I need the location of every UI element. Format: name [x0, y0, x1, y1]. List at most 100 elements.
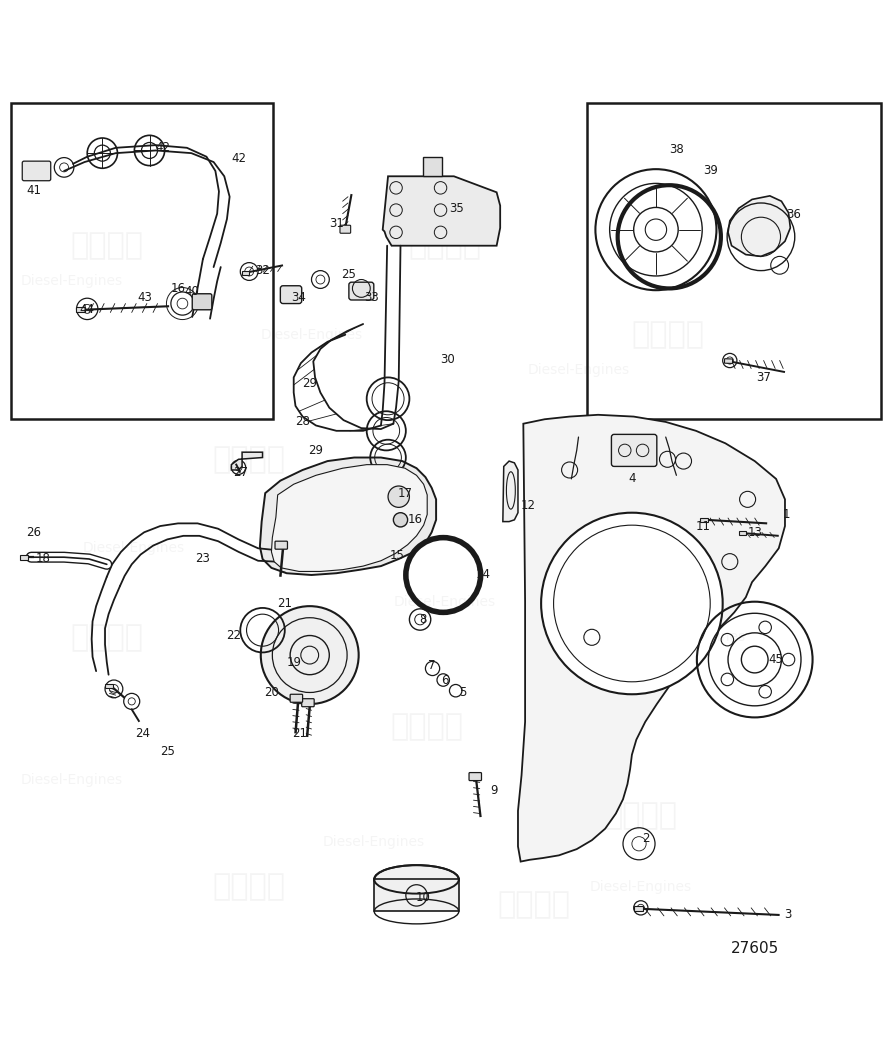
Bar — [374, 880, 459, 911]
Text: 紫发动力: 紫发动力 — [391, 712, 464, 741]
FancyBboxPatch shape — [349, 282, 374, 300]
Text: 紫发动力: 紫发动力 — [213, 445, 286, 474]
Text: 15: 15 — [390, 549, 404, 562]
Text: Diesel-Engines: Diesel-Engines — [323, 835, 425, 849]
FancyBboxPatch shape — [302, 699, 314, 707]
Text: 24: 24 — [135, 727, 150, 740]
Text: 9: 9 — [490, 784, 498, 797]
Text: 39: 39 — [703, 163, 717, 176]
Circle shape — [388, 486, 409, 507]
Text: 4: 4 — [628, 472, 635, 485]
Text: 紫发动力: 紫发动力 — [604, 801, 677, 830]
FancyBboxPatch shape — [340, 225, 351, 233]
FancyBboxPatch shape — [22, 161, 51, 180]
FancyBboxPatch shape — [280, 285, 302, 303]
Text: 7: 7 — [428, 659, 435, 673]
Text: 紫发动力: 紫发动力 — [542, 499, 615, 527]
Polygon shape — [231, 452, 263, 470]
Bar — [634, 906, 643, 910]
Text: 29: 29 — [309, 443, 323, 457]
Text: Diesel-Engines: Diesel-Engines — [590, 880, 692, 893]
Text: 3: 3 — [784, 908, 791, 922]
Text: 6: 6 — [441, 674, 449, 686]
Polygon shape — [503, 462, 518, 522]
Text: 32: 32 — [255, 264, 270, 277]
Circle shape — [261, 606, 359, 705]
Bar — [724, 359, 732, 364]
Text: 42: 42 — [231, 152, 246, 164]
Polygon shape — [383, 176, 500, 246]
Circle shape — [541, 512, 723, 694]
Bar — [105, 683, 113, 688]
Text: 25: 25 — [342, 267, 356, 281]
Text: 23: 23 — [196, 553, 210, 566]
Text: Diesel-Engines: Diesel-Engines — [394, 595, 496, 609]
Text: 22: 22 — [226, 629, 240, 642]
Text: 30: 30 — [441, 353, 455, 366]
Text: 41: 41 — [27, 184, 41, 197]
Bar — [423, 157, 442, 176]
Text: 21: 21 — [293, 727, 307, 740]
Text: 34: 34 — [291, 291, 305, 303]
Bar — [20, 555, 28, 560]
Text: 21: 21 — [278, 597, 292, 610]
Text: 8: 8 — [419, 613, 426, 626]
Text: 31: 31 — [329, 216, 344, 230]
Ellipse shape — [375, 865, 459, 893]
Bar — [739, 532, 746, 535]
Text: 37: 37 — [756, 371, 771, 384]
Text: 25: 25 — [160, 745, 174, 758]
Text: 29: 29 — [303, 377, 317, 390]
Text: 紫发动力: 紫发动力 — [213, 872, 286, 901]
Text: 紫发动力: 紫发动力 — [409, 231, 481, 260]
Text: 28: 28 — [295, 416, 310, 429]
Text: 13: 13 — [748, 526, 762, 539]
Bar — [587, 103, 881, 419]
Text: 20: 20 — [264, 686, 279, 699]
Text: 36: 36 — [787, 208, 801, 221]
Polygon shape — [728, 196, 790, 257]
Text: 38: 38 — [669, 143, 684, 156]
Text: 紫发动力: 紫发动力 — [70, 623, 143, 651]
Text: 16: 16 — [171, 282, 185, 295]
Text: 40: 40 — [184, 285, 198, 298]
Text: 43: 43 — [138, 291, 152, 303]
Text: 紫发动力: 紫发动力 — [70, 231, 143, 260]
Polygon shape — [271, 465, 427, 572]
Text: 5: 5 — [459, 686, 466, 699]
FancyBboxPatch shape — [611, 434, 657, 467]
Text: 1: 1 — [783, 508, 790, 521]
Circle shape — [393, 512, 408, 527]
Text: 42: 42 — [156, 141, 170, 154]
Text: 18: 18 — [36, 553, 50, 566]
Text: 10: 10 — [416, 890, 430, 904]
FancyBboxPatch shape — [192, 294, 212, 310]
Text: 45: 45 — [769, 654, 783, 666]
Text: 33: 33 — [365, 291, 379, 303]
Text: Diesel-Engines: Diesel-Engines — [643, 630, 745, 644]
Text: 16: 16 — [409, 514, 423, 526]
Bar — [11, 103, 273, 419]
Bar — [700, 518, 708, 522]
Text: 26: 26 — [27, 526, 41, 539]
Text: 35: 35 — [449, 202, 464, 214]
Text: 紫发动力: 紫发动力 — [498, 890, 570, 919]
Text: 27605: 27605 — [731, 941, 779, 956]
FancyBboxPatch shape — [290, 694, 303, 702]
Text: 27: 27 — [233, 466, 247, 480]
Text: 17: 17 — [398, 487, 412, 500]
Polygon shape — [518, 415, 785, 862]
FancyBboxPatch shape — [469, 772, 481, 781]
Text: 11: 11 — [696, 520, 710, 533]
Text: Diesel-Engines: Diesel-Engines — [83, 541, 184, 555]
FancyBboxPatch shape — [275, 541, 287, 550]
Polygon shape — [260, 457, 436, 575]
Text: 12: 12 — [521, 499, 535, 512]
Text: 紫发动力: 紫发动力 — [631, 320, 704, 349]
Text: Diesel-Engines: Diesel-Engines — [528, 363, 629, 378]
Text: Diesel-Engines: Diesel-Engines — [261, 328, 362, 342]
Text: 44: 44 — [80, 303, 94, 316]
Text: 2: 2 — [643, 832, 650, 845]
Bar — [76, 307, 85, 312]
Bar — [242, 271, 249, 275]
